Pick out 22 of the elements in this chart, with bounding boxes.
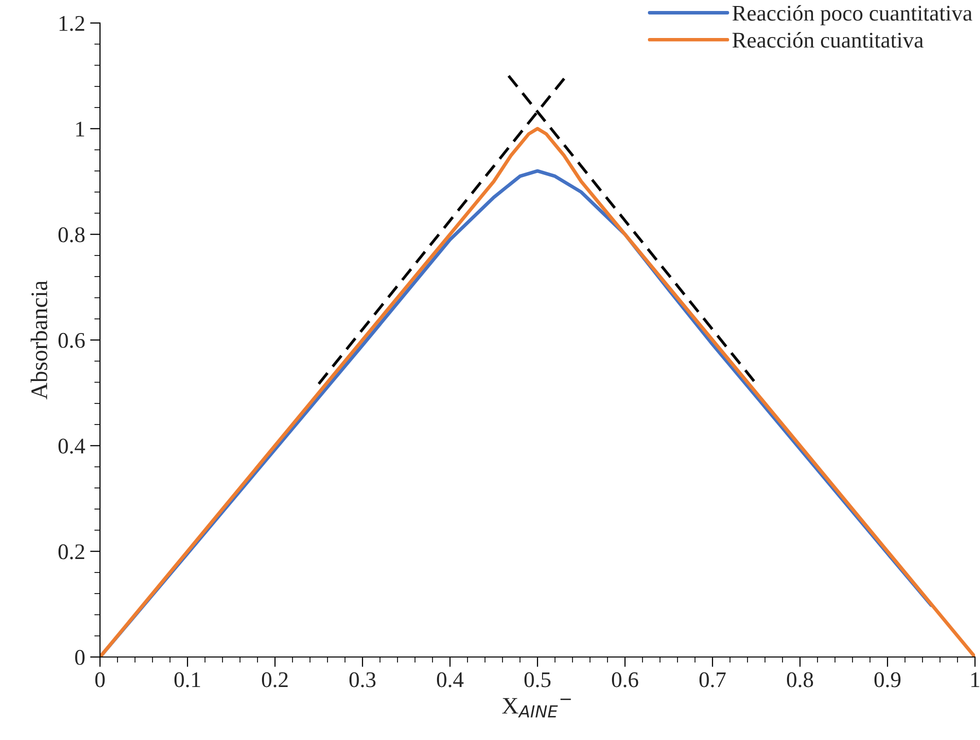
- y-tick-label: 1.2: [60, 16, 84, 32]
- x-tick-label: 0: [95, 672, 105, 688]
- x-tick-label: 1: [971, 672, 980, 688]
- legend-label: Reacción cuantitativa: [732, 32, 924, 48]
- y-tick-label: 0.2: [58, 544, 84, 560]
- y-tick-label: 1: [76, 122, 84, 136]
- y-tick-label: 0.4: [58, 438, 86, 454]
- y-tick-label: 0.8: [58, 227, 85, 242]
- x-tick-label: 0.7: [699, 672, 726, 688]
- x-tick-label: 0.9: [874, 672, 900, 688]
- y-tick-label: 0.6: [58, 332, 85, 348]
- y-tick-label: 0: [75, 650, 85, 665]
- legend-label: Reacción poco cuantitativa: [732, 5, 972, 26]
- x-tick-label: 0.4: [436, 672, 464, 688]
- x-tick-label: 0.1: [174, 672, 200, 688]
- x-tick-label: 0.2: [262, 672, 288, 688]
- x-tick-label: 0.3: [349, 672, 376, 688]
- x-axis-title: X$_{AINE}$$^{−}$: [502, 698, 571, 718]
- x-tick-label: 0.5: [524, 672, 551, 688]
- x-tick-label: 0.8: [786, 672, 814, 688]
- x-tick-label: 0.6: [612, 672, 638, 688]
- y-axis-title: Absorbancia: [30, 280, 48, 400]
